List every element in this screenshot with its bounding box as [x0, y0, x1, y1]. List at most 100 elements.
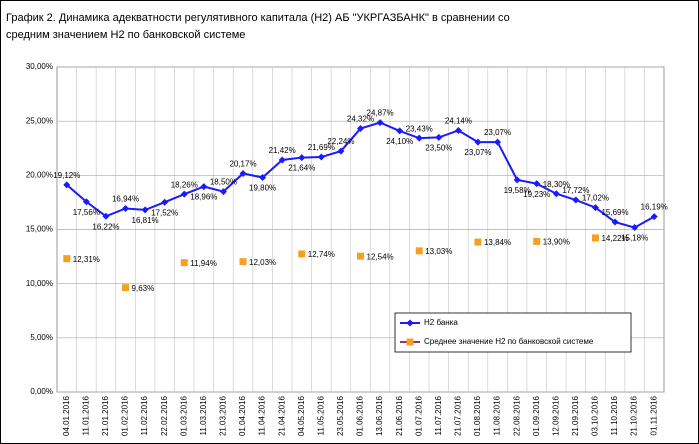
data-label: 15,69% — [601, 208, 628, 217]
point — [631, 224, 639, 232]
point — [180, 190, 188, 198]
x-tick-label: 11.08.2016 — [493, 395, 502, 435]
point — [572, 196, 580, 204]
x-tick-label: 01.09.2016 — [532, 395, 541, 436]
point — [357, 125, 364, 133]
x-tick-label: 21.06.2016 — [395, 395, 404, 436]
point — [180, 259, 188, 267]
data-label: 18,50% — [210, 178, 237, 187]
data-label: 20,17% — [229, 160, 256, 169]
x-tick-label: 11.10.2016 — [610, 395, 619, 435]
x-tick-label: 11.03.2016 — [199, 395, 208, 435]
x-tick-label: 11.02.2016 — [140, 395, 149, 435]
x-tick-label: 11.04.2016 — [258, 395, 267, 435]
data-label: 18,30% — [543, 180, 570, 189]
x-tick-label: 21.07.2016 — [454, 395, 463, 436]
x-tick-label: 01.06.2016 — [356, 395, 365, 436]
point — [474, 138, 482, 146]
point — [141, 206, 149, 214]
data-label: 16,19% — [641, 203, 668, 212]
data-label: 24,87% — [367, 109, 394, 118]
legend-marker — [406, 338, 414, 346]
x-tick-label: 21.01.2016 — [101, 395, 110, 436]
data-label: 21,42% — [269, 146, 296, 155]
point — [415, 134, 423, 142]
point — [298, 154, 306, 162]
point — [474, 238, 482, 246]
x-tick-label: 22.08.2016 — [512, 395, 521, 436]
data-label: 16,81% — [132, 216, 159, 225]
data-label: 23,07% — [484, 128, 511, 137]
point — [102, 212, 110, 220]
x-tick-label: 22.02.2016 — [160, 395, 169, 436]
point — [278, 156, 286, 164]
point — [298, 250, 306, 258]
data-label: 23,50% — [425, 144, 452, 153]
point — [454, 126, 462, 134]
point — [122, 284, 130, 292]
legend-label: Среднее значение Н2 по банковской систем… — [424, 337, 594, 346]
y-tick-label: 30,00% — [26, 62, 53, 71]
data-label: 18,96% — [190, 193, 217, 202]
point — [239, 258, 247, 266]
data-label: 12,03% — [249, 258, 276, 267]
x-tick-label: 01.11.2016 — [649, 395, 658, 435]
legend-label: Н2 банка — [424, 318, 458, 327]
data-label: 23,07% — [464, 148, 491, 157]
chart-title: График 2. Динамика адекватности регуляти… — [6, 12, 510, 24]
y-tick-label: 15,00% — [26, 225, 53, 234]
data-label: 19,23% — [523, 190, 550, 199]
point — [239, 169, 247, 177]
data-label: 19,58% — [504, 186, 531, 195]
data-label: 11,94% — [190, 259, 217, 268]
data-label: 13,03% — [425, 247, 452, 256]
data-label: 13,84% — [484, 238, 511, 247]
x-tick-label: 13.06.2016 — [375, 395, 384, 436]
legend-box — [394, 312, 632, 353]
x-tick-label: 21.04.2016 — [277, 395, 286, 436]
point — [63, 181, 71, 189]
point — [317, 153, 325, 161]
point — [376, 119, 384, 127]
data-label: 9,63% — [132, 284, 155, 293]
x-tick-label: 23.05.2016 — [336, 395, 345, 436]
point — [63, 255, 71, 263]
x-tick-label: 21.09.2016 — [571, 395, 580, 436]
x-tick-label: 11.05.2016 — [316, 395, 325, 435]
point — [337, 147, 345, 155]
point — [552, 190, 560, 198]
y-tick-label: 5,00% — [30, 333, 53, 342]
x-tick-label: 11.07.2016 — [434, 395, 443, 435]
data-label: 21,69% — [308, 143, 335, 152]
point — [533, 237, 541, 245]
chart-title: средним значением Н2 по банковской систе… — [6, 29, 245, 41]
data-label: 16,22% — [92, 222, 119, 231]
data-label: 22,24% — [327, 137, 354, 146]
point — [591, 204, 599, 212]
x-tick-label: 21.03.2016 — [219, 395, 228, 436]
point — [161, 198, 169, 206]
x-tick-label: 04.01.2016 — [62, 395, 71, 436]
x-tick-label: 01.03.2016 — [179, 395, 188, 436]
y-tick-label: 20,00% — [26, 170, 53, 179]
x-tick-label: 04.05.2016 — [297, 395, 306, 436]
x-tick-label: 21.10.2016 — [630, 395, 639, 436]
data-label: 15,18% — [621, 234, 648, 243]
data-label: 17,02% — [582, 194, 609, 203]
data-label: 17,56% — [73, 208, 100, 217]
data-label: 23,43% — [406, 124, 433, 133]
x-tick-label: 01.08.2016 — [473, 395, 482, 436]
data-label: 13,90% — [543, 238, 570, 247]
data-label: 17,72% — [562, 186, 589, 195]
point — [82, 198, 90, 206]
y-tick-label: 0,00% — [30, 387, 53, 396]
point — [650, 213, 658, 221]
x-tick-label: 01.07.2016 — [414, 395, 423, 436]
point — [533, 180, 541, 188]
point — [219, 188, 227, 196]
point — [357, 252, 364, 260]
point — [435, 133, 443, 141]
point — [259, 174, 267, 181]
data-label: 24,14% — [445, 117, 472, 126]
point — [122, 204, 130, 212]
